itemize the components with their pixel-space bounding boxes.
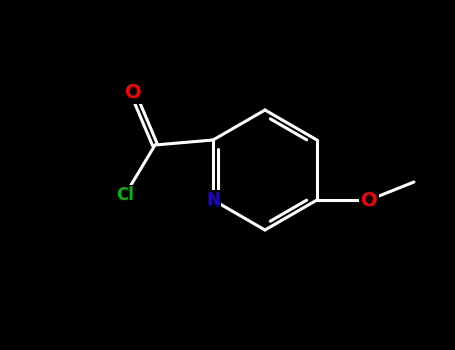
Text: Cl: Cl xyxy=(116,186,134,204)
Text: O: O xyxy=(361,190,377,210)
Text: O: O xyxy=(125,84,142,103)
Text: N: N xyxy=(206,191,220,209)
